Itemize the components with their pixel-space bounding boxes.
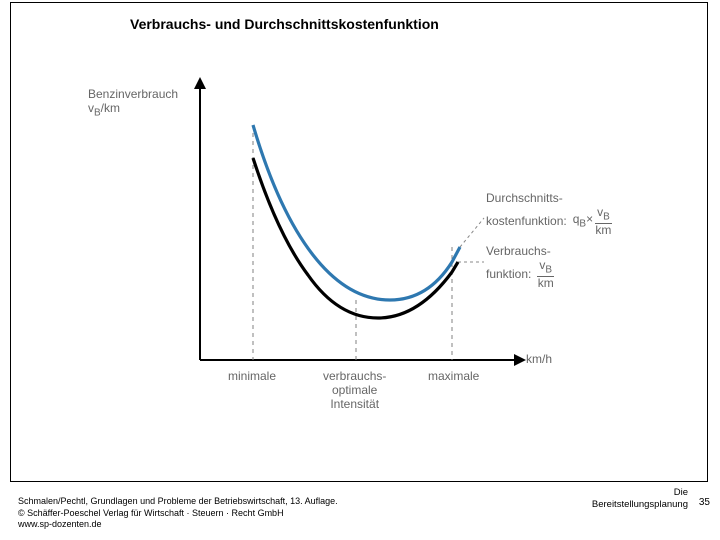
y-axis-label: Benzinverbrauch vB/km xyxy=(88,88,178,119)
slide-title: Verbrauchs- und Durchschnittskostenfunkt… xyxy=(130,16,439,32)
x-axis-label: km/h xyxy=(526,353,552,367)
cost-function-chart: Benzinverbrauch vB/km km/h minimale verb… xyxy=(78,70,658,440)
footer-line2: © Schäffer-Poeschel Verlag für Wirtschaf… xyxy=(18,508,338,519)
legend-durchschnitt-formula: qB× vB km xyxy=(573,206,612,238)
leader-durchschnitt xyxy=(460,218,484,247)
durchschnitt-curve xyxy=(253,125,460,300)
footer-citation: Schmalen/Pechtl, Grundlagen und Probleme… xyxy=(18,496,338,530)
footer-line1: Schmalen/Pechtl, Grundlagen und Probleme… xyxy=(18,496,338,507)
footer-section: Die Bereitstellungsplanung xyxy=(592,487,688,510)
legend-durchschnitt: Durchschnitts- kostenfunktion: qB× vB km xyxy=(486,192,612,237)
footer-line3: www.sp-dozenten.de xyxy=(18,519,338,530)
page-number: 35 xyxy=(699,497,710,508)
verbrauch-curve xyxy=(253,158,458,318)
legend-verbrauch-formula: vB km xyxy=(537,259,554,291)
legend-verbrauch: Verbrauchs- funktion: vB km xyxy=(486,245,554,290)
y-label-line2: vB/km xyxy=(88,102,178,119)
xtick-max: maximale xyxy=(428,370,479,384)
y-label-line1: Benzinverbrauch xyxy=(88,88,178,102)
xtick-min: minimale xyxy=(228,370,276,384)
xtick-opt: verbrauchs- optimale Intensität xyxy=(323,370,386,411)
